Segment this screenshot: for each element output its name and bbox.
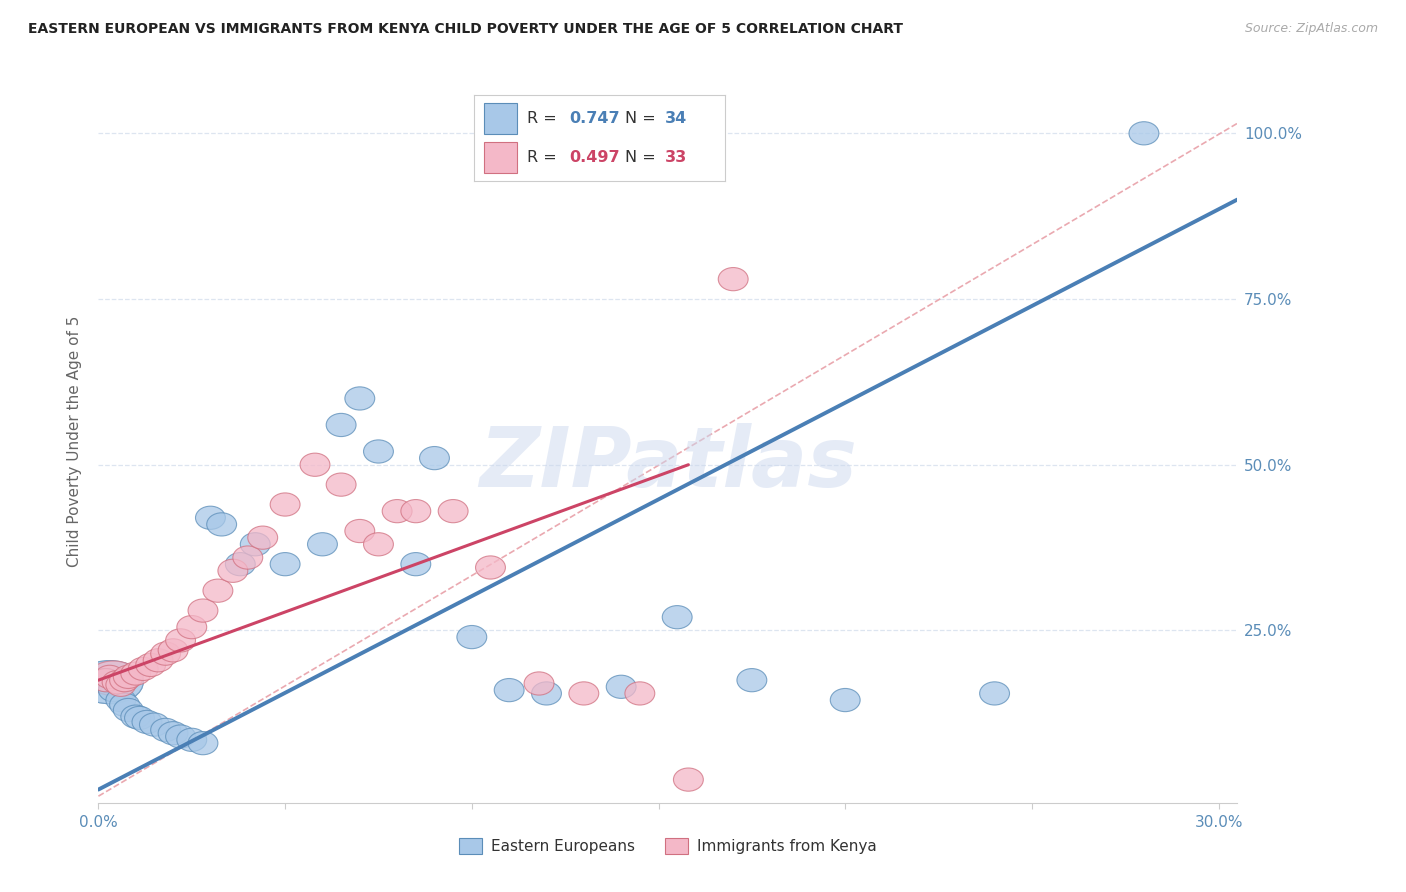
Text: ZIPatlas: ZIPatlas [479,423,856,504]
Ellipse shape [98,679,128,702]
Ellipse shape [110,693,139,716]
Ellipse shape [718,268,748,291]
Ellipse shape [457,625,486,648]
Ellipse shape [132,710,162,733]
Ellipse shape [114,698,143,722]
Ellipse shape [980,681,1010,705]
Ellipse shape [121,662,150,685]
Ellipse shape [139,713,169,736]
Ellipse shape [105,689,136,712]
Ellipse shape [831,689,860,712]
Ellipse shape [439,500,468,523]
Ellipse shape [87,661,139,696]
Ellipse shape [177,728,207,751]
Ellipse shape [94,665,125,689]
Ellipse shape [166,629,195,652]
Ellipse shape [662,606,692,629]
Ellipse shape [103,671,132,694]
Y-axis label: Child Poverty Under the Age of 5: Child Poverty Under the Age of 5 [66,316,82,567]
Ellipse shape [91,669,121,692]
Ellipse shape [364,533,394,556]
Ellipse shape [202,579,233,602]
Ellipse shape [299,453,330,476]
Ellipse shape [247,526,277,549]
Ellipse shape [218,559,247,582]
Ellipse shape [364,440,394,463]
Legend: Eastern Europeans, Immigrants from Kenya: Eastern Europeans, Immigrants from Kenya [453,832,883,860]
Ellipse shape [240,533,270,556]
Ellipse shape [110,669,139,692]
Ellipse shape [143,648,173,672]
Ellipse shape [382,500,412,523]
Ellipse shape [233,546,263,569]
Ellipse shape [225,552,256,575]
Ellipse shape [136,653,166,676]
Ellipse shape [188,731,218,755]
Ellipse shape [125,706,155,730]
Ellipse shape [495,679,524,702]
Ellipse shape [105,673,136,697]
Ellipse shape [531,681,561,705]
Ellipse shape [524,672,554,695]
Ellipse shape [150,718,180,741]
Ellipse shape [128,657,157,681]
Ellipse shape [157,639,188,662]
Ellipse shape [87,661,139,696]
Ellipse shape [207,513,236,536]
Ellipse shape [475,556,505,579]
Ellipse shape [195,506,225,529]
Ellipse shape [308,533,337,556]
Text: EASTERN EUROPEAN VS IMMIGRANTS FROM KENYA CHILD POVERTY UNDER THE AGE OF 5 CORRE: EASTERN EUROPEAN VS IMMIGRANTS FROM KENY… [28,22,903,37]
Ellipse shape [606,675,636,698]
Ellipse shape [166,725,195,748]
Ellipse shape [401,552,430,575]
Ellipse shape [326,473,356,496]
Ellipse shape [419,447,450,470]
Ellipse shape [91,669,121,692]
Ellipse shape [344,519,375,542]
Ellipse shape [177,615,207,639]
Ellipse shape [114,665,143,689]
Ellipse shape [1129,121,1159,145]
Ellipse shape [76,661,143,704]
Ellipse shape [344,387,375,410]
Text: Source: ZipAtlas.com: Source: ZipAtlas.com [1244,22,1378,36]
Ellipse shape [624,681,655,705]
Ellipse shape [326,413,356,436]
Ellipse shape [673,768,703,791]
Ellipse shape [188,599,218,623]
Ellipse shape [737,669,766,692]
Ellipse shape [270,493,299,516]
Ellipse shape [270,552,299,575]
Ellipse shape [157,722,188,745]
Ellipse shape [569,681,599,705]
Ellipse shape [76,661,143,704]
Ellipse shape [401,500,430,523]
Ellipse shape [121,705,150,728]
Ellipse shape [76,661,143,704]
Ellipse shape [150,642,180,665]
